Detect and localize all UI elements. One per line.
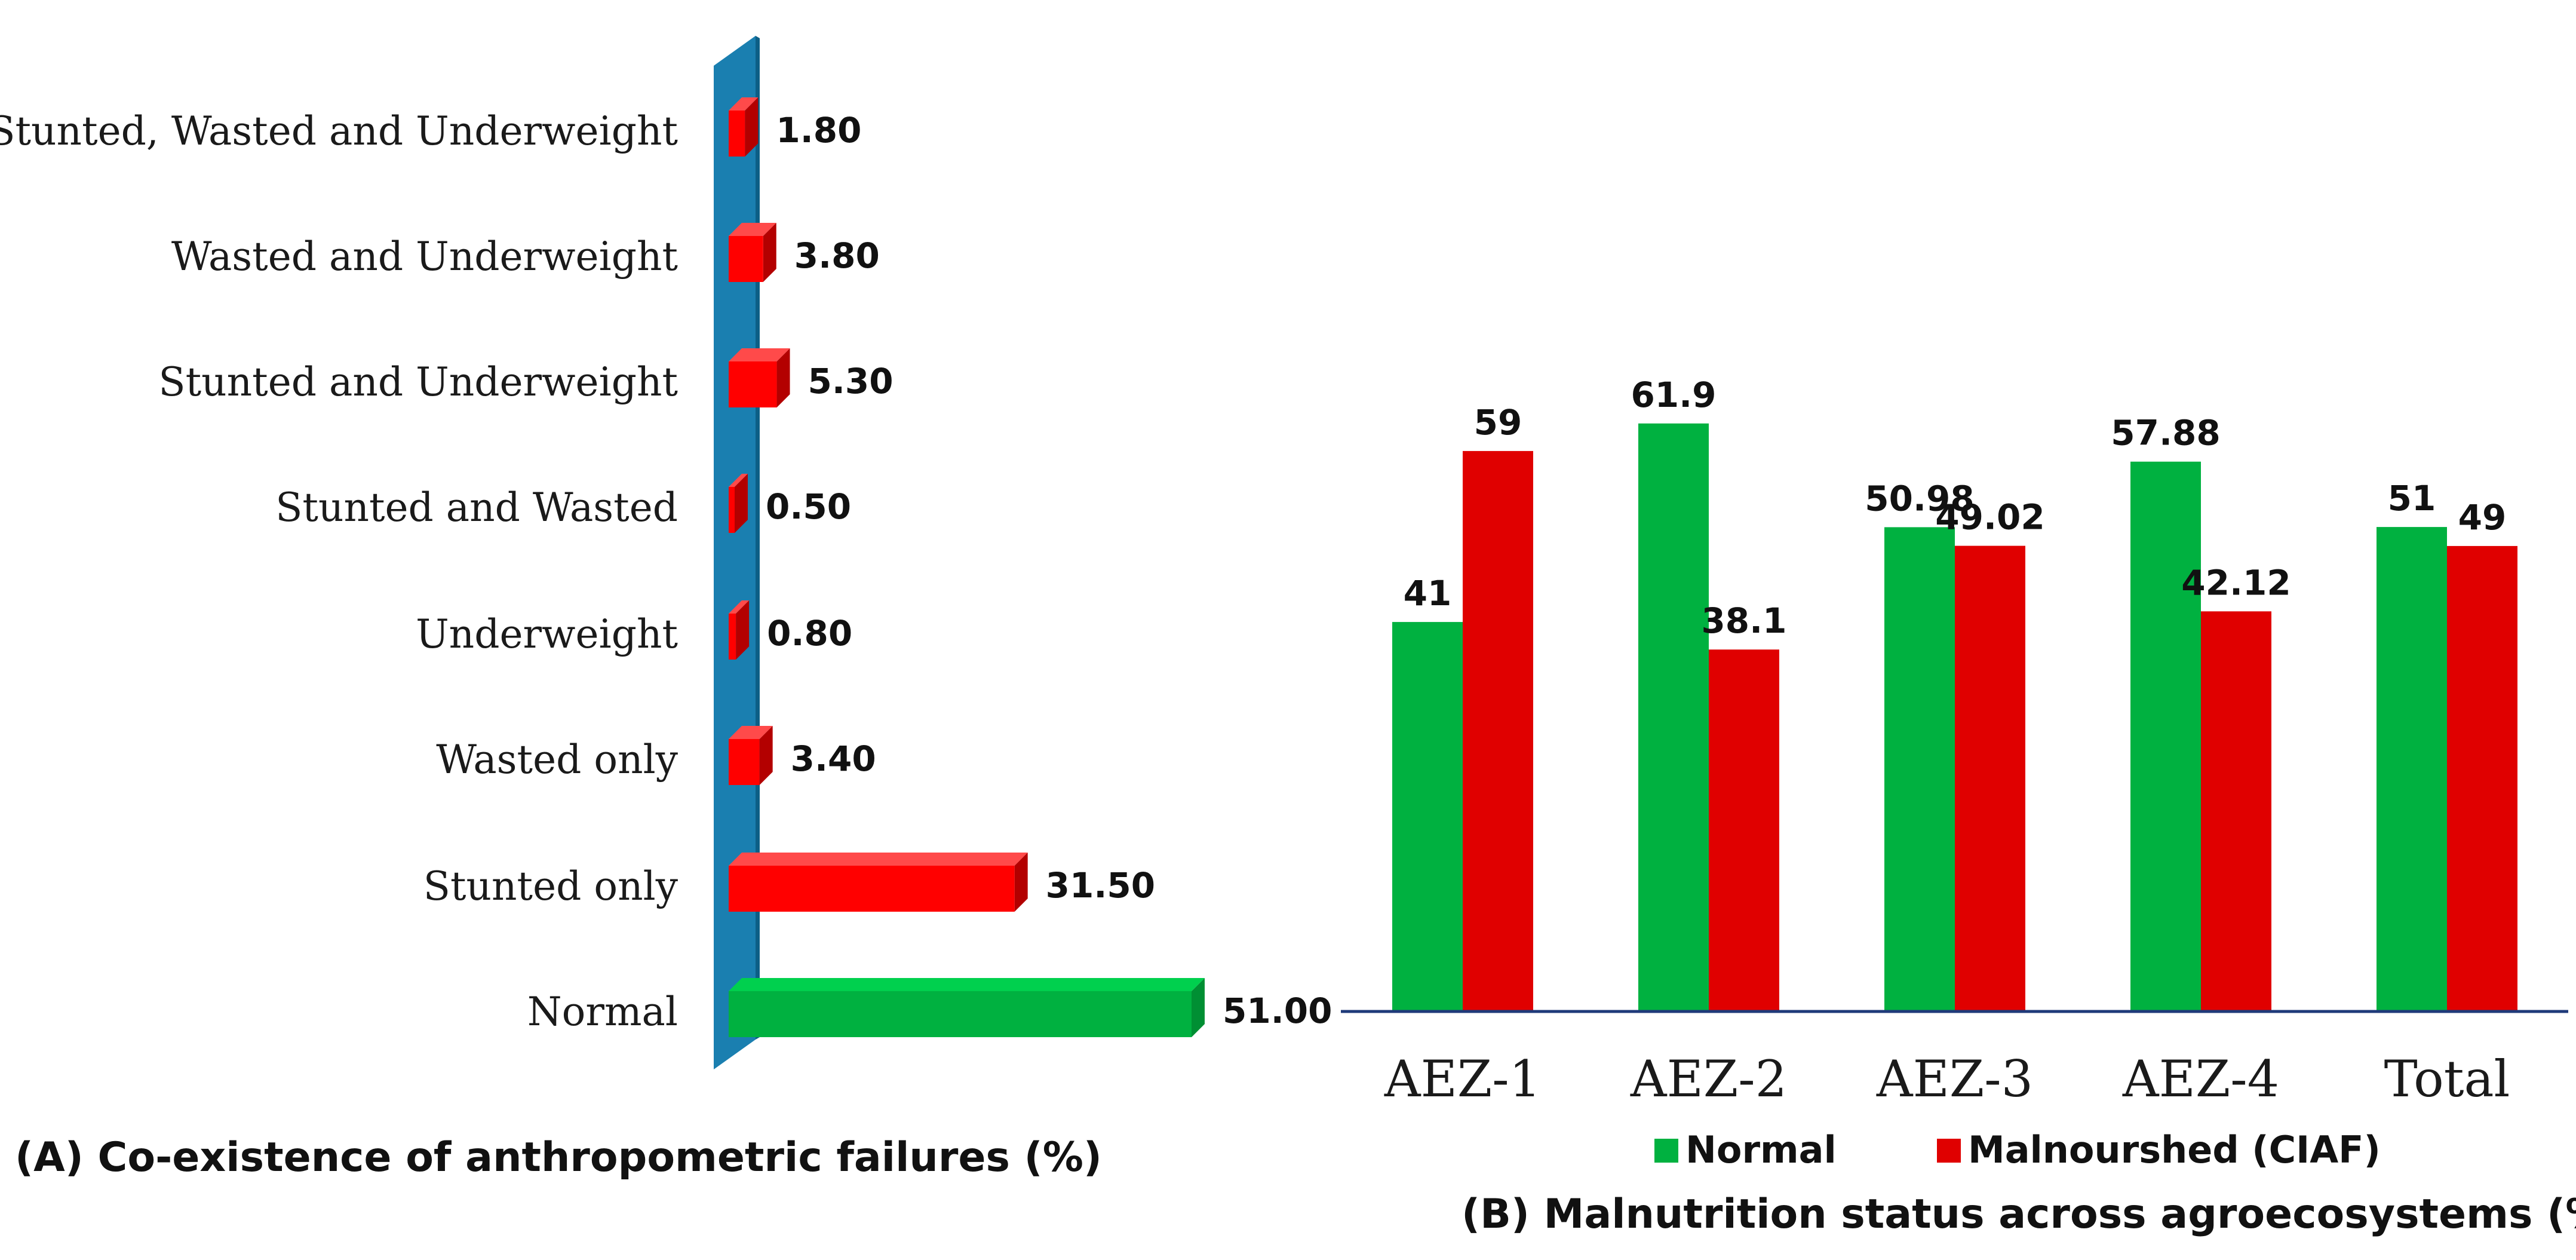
chart-a-bar-top — [729, 223, 776, 236]
chart-b-bar-malnourished — [1463, 450, 1533, 1011]
chart-a-axis-wall-side — [756, 36, 760, 1040]
chart-a-value-label: 3.40 — [791, 738, 876, 779]
chart-a-category-label: Wasted only — [436, 737, 678, 783]
legend-swatch-normal — [1654, 1139, 1678, 1163]
legend-swatch-malnourished — [1937, 1139, 1961, 1163]
chart-b-value-label: 38.1 — [1701, 600, 1786, 641]
chart-a-value-label: 3.80 — [794, 235, 880, 276]
chart-a-bar-top — [729, 853, 1028, 866]
chart-a-value-label: 0.80 — [767, 613, 852, 654]
chart-b-bar-malnourished — [1709, 649, 1779, 1011]
chart-a-category-label: Stunted, Wasted and Underweight — [0, 108, 678, 154]
chart-a-title: (A) Co-existence of anthropometric failu… — [15, 1134, 1102, 1181]
chart-b-title: (B) Malnutrition status across agroecosy… — [1462, 1191, 2576, 1238]
legend-label-malnourished: Malnourshed (CIAF) — [1968, 1128, 2381, 1172]
chart-a-category-label: Stunted only — [423, 863, 678, 909]
chart-b-bar-normal — [1392, 622, 1463, 1011]
chart-a-value-label: 5.30 — [808, 361, 894, 401]
chart-a-bar-top — [729, 97, 759, 111]
chart-a-value-label: 31.50 — [1046, 865, 1155, 906]
chart-b-bar-normal — [2377, 527, 2447, 1011]
chart-a: Stunted, Wasted and Underweight 1.80 Waste… — [0, 36, 1332, 1181]
chart-a-bars: Stunted, Wasted and Underweight 1.80 Waste… — [0, 97, 1332, 1037]
chart-a-bar — [729, 991, 1192, 1037]
chart-a-bar-side — [1192, 978, 1205, 1037]
chart-b-x-tick-label: AEZ-1 — [1384, 1050, 1541, 1108]
chart-b-value-label: 59 — [1474, 402, 1522, 443]
chart-a-bar-top — [729, 474, 748, 487]
chart-b-x-tick-label: AEZ-2 — [1630, 1050, 1787, 1108]
chart-b-bar-normal — [1884, 527, 1955, 1011]
chart-a-bar-top — [729, 348, 790, 361]
chart-b-value-label: 49 — [2458, 497, 2507, 538]
chart-a-bar-side — [735, 474, 748, 533]
chart-a-bar — [729, 487, 735, 533]
chart-b-value-label: 42.12 — [2181, 562, 2291, 603]
chart-a-bar — [729, 739, 760, 785]
chart-b-bar-normal — [1638, 423, 1709, 1011]
chart-b-value-label: 41 — [1404, 573, 1452, 614]
chart-a-bar — [729, 866, 1015, 912]
chart-a-bar-top — [729, 726, 773, 739]
chart-a-bar-side — [776, 348, 790, 407]
chart-b-x-tick-label: AEZ-4 — [2122, 1050, 2279, 1108]
chart-b-legend: Normal Malnourshed (CIAF) — [1654, 1128, 2381, 1172]
chart-b-value-label: 50.98 — [1865, 478, 1974, 519]
legend-label-normal: Normal — [1685, 1128, 1837, 1172]
chart-a-bar — [729, 614, 736, 660]
chart-a-value-label: 51.00 — [1223, 991, 1332, 1031]
chart-a-bar-side — [745, 97, 759, 157]
chart-b-bar-malnourished — [1955, 545, 2025, 1011]
chart-b-value-label: 61.9 — [1631, 375, 1716, 415]
chart-a-bar-top — [729, 978, 1205, 991]
chart-a-category-label: Stunted and Underweight — [158, 359, 678, 405]
chart-b-value-label: 51 — [2388, 478, 2436, 519]
chart-b-value-label: 57.88 — [2111, 413, 2220, 453]
chart-a-bar — [729, 361, 777, 407]
chart-b-bar-malnourished — [2201, 611, 2271, 1011]
chart-a-axis-wall — [714, 36, 756, 1069]
chart-a-bar — [729, 236, 763, 282]
chart-b-bar-normal — [2130, 461, 2201, 1011]
chart-a-category-label: Normal — [527, 989, 678, 1035]
chart-b-value-label: 49.02 — [1935, 497, 2044, 538]
chart-a-bar-side — [1014, 853, 1028, 912]
chart-a-bar-top — [729, 600, 750, 614]
chart-a-bar-side — [763, 223, 776, 282]
chart-b-x-tick-label: Total — [2384, 1050, 2510, 1108]
chart-a-category-label: Wasted and Underweight — [171, 234, 678, 280]
chart-a-value-label: 1.80 — [776, 110, 861, 151]
chart-a-bar — [729, 111, 745, 157]
chart-a-category-label: Stunted and Wasted — [275, 485, 678, 531]
chart-b-x-tick-label: AEZ-3 — [1876, 1050, 2033, 1108]
chart-a-value-label: 0.50 — [766, 486, 851, 527]
chart-b-bar-malnourished — [2447, 545, 2517, 1011]
chart-a-bar-side — [736, 600, 750, 660]
chart-a-category-label: Underweight — [416, 611, 678, 657]
chart-a-bar-side — [759, 726, 773, 785]
